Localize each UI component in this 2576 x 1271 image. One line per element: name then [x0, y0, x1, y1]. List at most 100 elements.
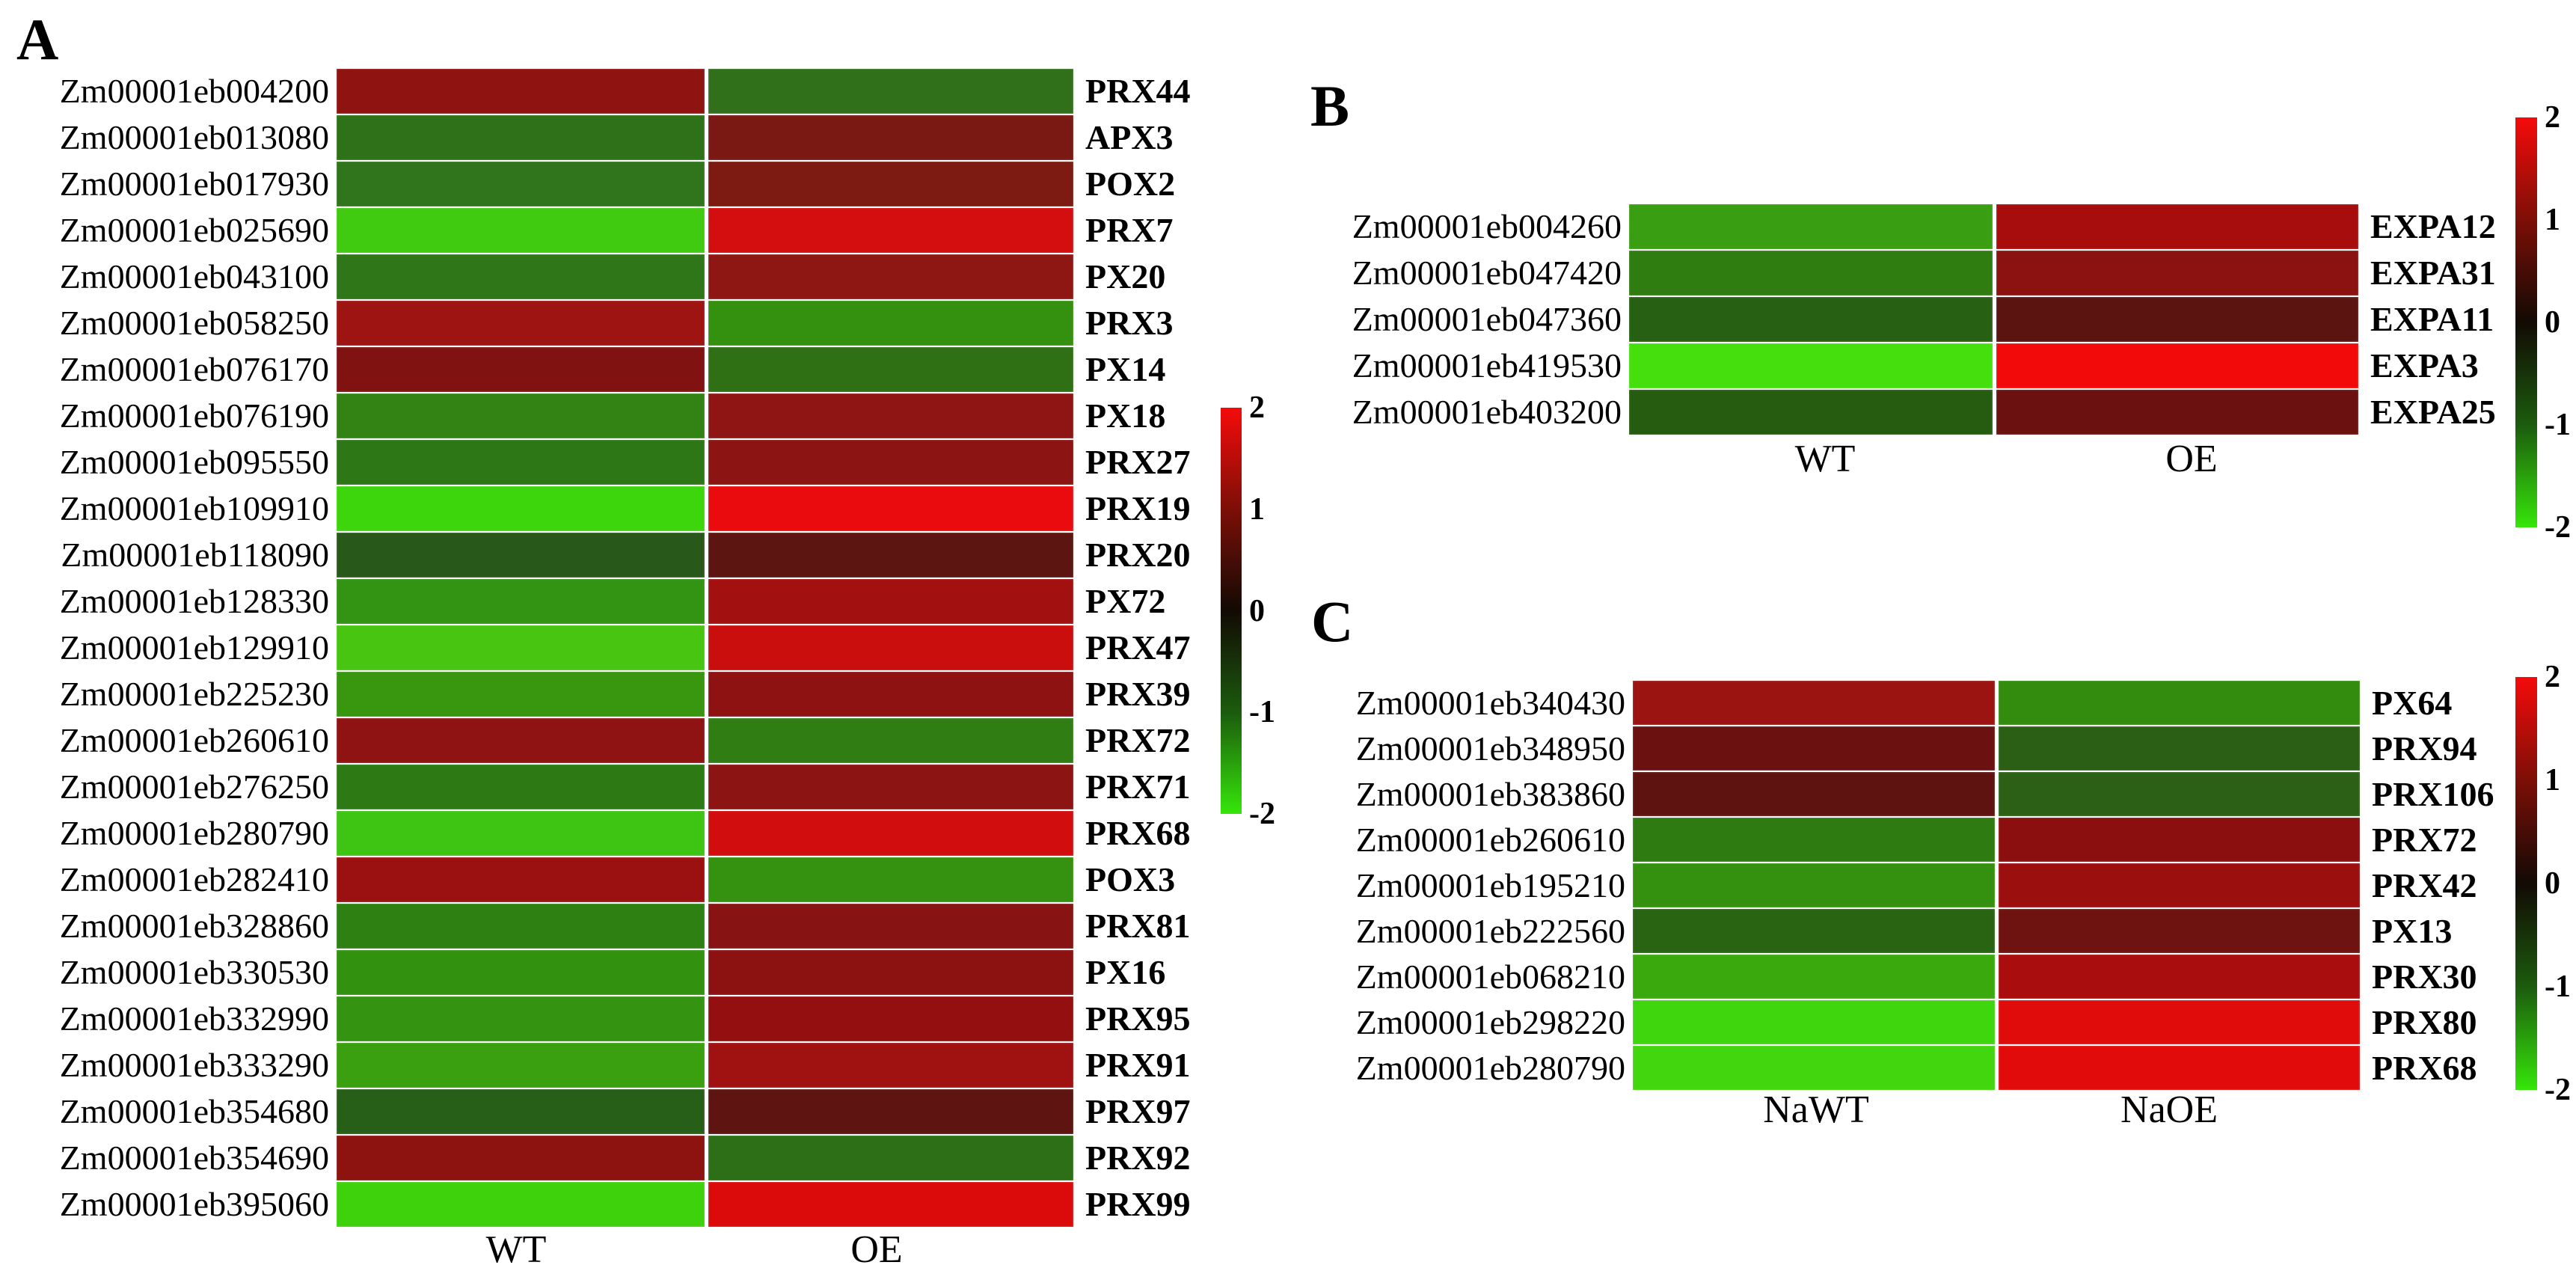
heatmap-cell-wt: [337, 672, 705, 717]
gene-id-label: Zm00001eb280790: [1355, 1049, 1625, 1087]
heatmap-row: Zm00001eb225230 PRX39: [11, 672, 1191, 717]
heatmap-row: Zm00001eb354690 PRX92: [11, 1136, 1191, 1180]
gene-id-label: Zm00001eb128330: [59, 582, 329, 620]
heatmap-row: Zm00001eb330530 PX16: [11, 950, 1191, 995]
gene-id-label: Zm00001eb328860: [59, 907, 329, 945]
gene-name-label: PX20: [1085, 257, 1166, 295]
heatmap-cell-wt: [1629, 297, 1993, 342]
column-label-c-nawt: NaWT: [1763, 1088, 1869, 1131]
heatmap-cell-oe: [708, 115, 1073, 160]
heatmap-row: Zm00001eb395060 PRX99: [11, 1182, 1191, 1227]
heatmap-panel-a: Zm00001eb004200 PRX44 Zm00001eb013080 APX3 Z…: [11, 69, 1191, 1228]
heatmap-row: Zm00001eb095550 PRX27: [11, 440, 1191, 485]
column-label-b-wt: WT: [1794, 438, 1856, 480]
colorbar-tick-label: 1: [2545, 763, 2560, 797]
heatmap-cell-oe: [708, 579, 1073, 624]
heatmap-cell-naoe: [1999, 863, 2360, 907]
gene-id-label: Zm00001eb076190: [59, 396, 329, 435]
heatmap-cell-wt: [1629, 343, 1993, 388]
gene-name-label: PRX3: [1085, 304, 1174, 342]
heatmap-cell-oe: [708, 1136, 1073, 1180]
gene-name-label: EXPA3: [2370, 346, 2479, 385]
gene-name-label: PRX72: [2372, 821, 2477, 859]
heatmap-cell-oe: [708, 347, 1073, 392]
heatmap-row: Zm00001eb195210 PRX42: [1311, 863, 2494, 907]
column-label-a-wt: WT: [485, 1228, 547, 1271]
gene-name-label: EXPA12: [2370, 207, 2496, 245]
heatmap-cell-nawt: [1633, 909, 1995, 953]
heatmap-row: Zm00001eb128330 PX72: [11, 579, 1191, 624]
panel-c-letter: C: [1311, 589, 1354, 654]
colorbar-tick-label: -1: [2545, 970, 2571, 1004]
heatmap-row: Zm00001eb025690 PRX7: [11, 208, 1191, 253]
gene-id-label: Zm00001eb058250: [59, 304, 329, 342]
heatmap-cell-oe: [708, 1043, 1073, 1088]
heatmap-row: Zm00001eb332990 PRX95: [11, 996, 1191, 1041]
gene-name-label: PRX92: [1085, 1139, 1191, 1177]
gene-name-label: PRX42: [2372, 866, 2477, 904]
heatmap-cell-naoe: [1999, 818, 2360, 862]
heatmap-cell-oe: [708, 1089, 1073, 1134]
heatmap-row: Zm00001eb282410 POX3: [11, 857, 1191, 902]
heatmap-row: Zm00001eb348950 PRX94: [1311, 726, 2494, 771]
heatmap-cell-oe: [708, 718, 1073, 763]
heatmap-cell-wt: [337, 811, 705, 856]
gene-id-label: Zm00001eb118090: [61, 536, 329, 574]
heatmap-cell-wt: [337, 115, 705, 160]
heatmap-cell-naoe: [1999, 726, 2360, 771]
heatmap-cell-naoe: [1999, 955, 2360, 999]
heatmap-row: Zm00001eb129910 PRX47: [11, 625, 1191, 670]
heatmap-cell-oe: [708, 765, 1073, 809]
gene-id-label: Zm00001eb013080: [59, 118, 329, 156]
heatmap-cell-naoe: [1999, 681, 2360, 725]
heatmap-cell-wt: [337, 393, 705, 438]
colorbar-tick-label: 1: [2545, 203, 2560, 237]
heatmap-cell-oe: [708, 904, 1073, 949]
gene-name-label: PRX99: [1085, 1185, 1191, 1223]
gene-id-label: Zm00001eb348950: [1355, 729, 1625, 768]
heatmap-cell-oe: [708, 672, 1073, 717]
heatmap-row: Zm00001eb004260 EXPA12: [1309, 204, 2496, 249]
gene-id-label: Zm00001eb260610: [59, 721, 329, 759]
heatmap-row: Zm00001eb118090 PRX20: [11, 533, 1191, 578]
gene-name-label: PRX72: [1085, 721, 1191, 759]
heatmap-row: Zm00001eb383860 PRX106: [1311, 772, 2494, 816]
heatmap-panel-c: Zm00001eb340430 PX64 Zm00001eb348950 PRX94 Z…: [1311, 681, 2494, 1091]
heatmap-cell-nawt: [1633, 1046, 1995, 1090]
gene-id-label: Zm00001eb076170: [59, 350, 329, 388]
heatmap-cell-nawt: [1633, 818, 1995, 862]
heatmap-cell-oe: [708, 162, 1073, 206]
gene-id-label: Zm00001eb004260: [1352, 207, 1622, 245]
gene-id-label: Zm00001eb047420: [1352, 254, 1622, 292]
gene-id-label: Zm00001eb340430: [1355, 684, 1625, 722]
gene-name-label: PRX68: [1085, 814, 1191, 852]
gene-id-label: Zm00001eb419530: [1352, 346, 1622, 385]
heatmap-cell-wt: [337, 1182, 705, 1227]
gene-name-label: PX64: [2372, 684, 2453, 722]
gene-id-label: Zm00001eb333290: [59, 1046, 329, 1084]
gene-id-label: Zm00001eb280790: [59, 814, 329, 852]
colorbar-tick-label: -2: [2545, 510, 2571, 545]
heatmap-cell-wt: [337, 1089, 705, 1134]
gene-id-label: Zm00001eb004200: [59, 72, 329, 110]
heatmap-row: Zm00001eb058250 PRX3: [11, 301, 1191, 346]
heatmap-cell-wt: [1629, 204, 1993, 249]
gene-name-label: PRX19: [1085, 489, 1191, 527]
gene-id-label: Zm00001eb276250: [59, 768, 329, 806]
heatmap-cell-wt: [337, 301, 705, 346]
heatmap-row: Zm00001eb419530 EXPA3: [1309, 343, 2496, 388]
heatmap-cell-oe: [708, 393, 1073, 438]
heatmap-cell-wt: [337, 765, 705, 809]
panel-b-letter: B: [1310, 73, 1350, 138]
gene-name-label: PRX106: [2372, 775, 2494, 813]
gene-id-label: Zm00001eb025690: [59, 211, 329, 249]
heatmap-panel-b: Zm00001eb004260 EXPA12 Zm00001eb047420 EXPA…: [1309, 204, 2496, 436]
heatmap-cell-oe: [1996, 204, 2358, 249]
heatmap-cell-nawt: [1633, 863, 1995, 907]
gene-name-label: PX16: [1085, 953, 1166, 991]
gene-name-label: PRX81: [1085, 907, 1191, 945]
gene-name-label: POX3: [1085, 860, 1176, 898]
gene-id-label: Zm00001eb047360: [1352, 300, 1622, 338]
gene-name-label: APX3: [1085, 118, 1174, 156]
gene-name-label: PX72: [1085, 582, 1166, 620]
